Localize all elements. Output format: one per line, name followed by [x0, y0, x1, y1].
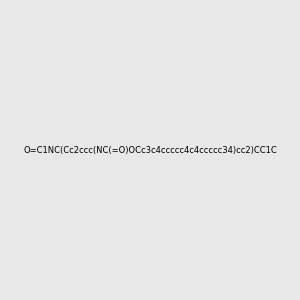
Text: O=C1NC(Cc2ccc(NC(=O)OCc3c4ccccc4c4ccccc34)cc2)CC1C: O=C1NC(Cc2ccc(NC(=O)OCc3c4ccccc4c4ccccc3…: [23, 146, 277, 154]
